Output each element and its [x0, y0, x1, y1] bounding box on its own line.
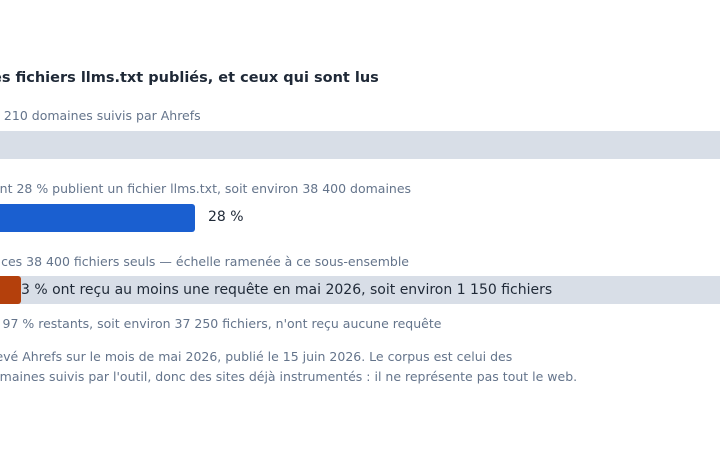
source-note: levé Ahrefs sur le mois de mai 2026, pub… — [0, 347, 612, 387]
label-published: 28 % — [208, 209, 244, 225]
caption-tracked-domains: 7 210 domaines suivis par Ahrefs — [0, 108, 201, 123]
bar-tracked-domains — [0, 131, 720, 159]
label-requested: 3 % ont reçu au moins une requête en mai… — [21, 282, 553, 298]
track-subset — [0, 276, 720, 304]
caption-published: ont 28 % publient un fichier llms.txt, s… — [0, 181, 412, 196]
caption-remainder: s 97 % restants, soit environ 37 250 fic… — [0, 316, 442, 331]
chart-title: es fichiers llms.txt publiés, et ceux qu… — [0, 70, 379, 86]
source-note-line-2: omaines suivis par l'outil, donc des sit… — [0, 369, 578, 384]
bar-published — [0, 204, 195, 232]
caption-subset: r ces 38 400 fichiers seuls — échelle ra… — [0, 254, 409, 269]
bar-requested — [0, 276, 21, 304]
source-note-line-1: levé Ahrefs sur le mois de mai 2026, pub… — [0, 349, 513, 364]
